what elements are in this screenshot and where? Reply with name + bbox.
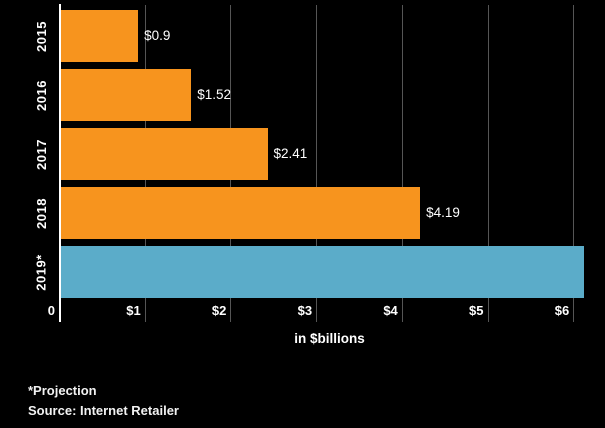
gridline-6 bbox=[573, 5, 575, 322]
x-tick-label-6: $6 bbox=[554, 303, 570, 318]
category-label-2019: 2019* bbox=[33, 253, 49, 291]
bar-2015 bbox=[61, 10, 139, 62]
x-tick-label-1: $1 bbox=[126, 303, 141, 318]
x-axis-title: in $billions bbox=[294, 331, 365, 346]
bar-2017 bbox=[61, 128, 268, 180]
bar-value-label-2018: $4.19 bbox=[426, 205, 460, 220]
x-tick-label-4: $4 bbox=[383, 303, 398, 318]
bar-value-label-2016: $1.52 bbox=[197, 87, 232, 102]
bar-row-2018: $4.19 bbox=[61, 187, 598, 239]
category-label-2015: 2015 bbox=[33, 20, 49, 52]
y-axis-line bbox=[59, 4, 61, 322]
category-label-box-2017: 2017 bbox=[26, 128, 56, 180]
plot-area: $0.9 $1.52 $2.41 $4.19 bbox=[61, 5, 598, 322]
category-label-2017: 2017 bbox=[33, 138, 49, 170]
bar-2019 bbox=[61, 246, 584, 298]
bar-2018 bbox=[61, 187, 421, 239]
source-note: Source: Internet Retailer bbox=[28, 403, 179, 418]
category-label-2016: 2016 bbox=[33, 79, 49, 111]
gridline-5 bbox=[487, 5, 489, 322]
bar-row-2017: $2.41 bbox=[61, 128, 598, 180]
gridline-3 bbox=[316, 5, 318, 322]
category-label-box-2016: 2016 bbox=[26, 69, 56, 121]
bar-row-2019 bbox=[61, 246, 598, 298]
projection-note: *Projection bbox=[28, 383, 97, 398]
x-tick-label-2: $2 bbox=[211, 303, 227, 318]
gridline-4 bbox=[401, 5, 403, 322]
category-label-box-2019: 2019* bbox=[26, 246, 56, 298]
bar-2016 bbox=[61, 69, 192, 121]
bar-value-label-2017: $2.41 bbox=[273, 146, 308, 161]
x-tick-label-0: 0 bbox=[47, 303, 55, 318]
bar-value-label-2015: $0.9 bbox=[144, 28, 171, 43]
bar-row-2016: $1.52 bbox=[61, 69, 598, 121]
category-label-box-2018: 2018 bbox=[26, 187, 56, 239]
x-tick-label-5: $5 bbox=[469, 303, 484, 318]
x-tick-label-3: $3 bbox=[297, 303, 313, 318]
bar-row-2015: $0.9 bbox=[61, 10, 598, 62]
category-label-2018: 2018 bbox=[33, 197, 49, 229]
category-label-box-2015: 2015 bbox=[26, 10, 56, 62]
